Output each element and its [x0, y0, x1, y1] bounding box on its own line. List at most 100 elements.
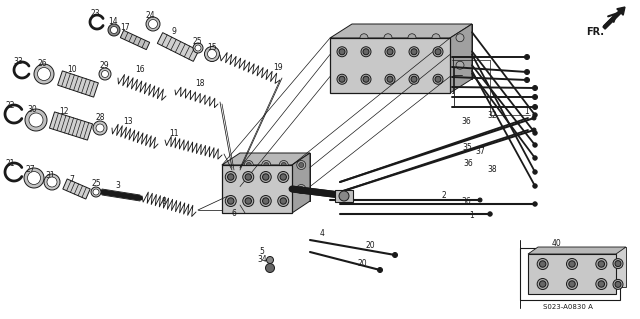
Bar [528, 254, 616, 294]
Text: 21: 21 [5, 160, 15, 168]
Circle shape [260, 196, 271, 206]
Text: 13: 13 [123, 117, 133, 127]
Circle shape [99, 68, 111, 80]
Text: 22: 22 [5, 101, 15, 110]
Circle shape [280, 198, 287, 204]
Text: 20: 20 [365, 241, 375, 250]
Text: S023-A0830 A: S023-A0830 A [543, 304, 593, 310]
Text: 36: 36 [463, 160, 473, 168]
Circle shape [532, 170, 537, 174]
Circle shape [411, 76, 417, 82]
Circle shape [281, 187, 286, 191]
Circle shape [246, 162, 252, 167]
Polygon shape [58, 71, 99, 97]
Text: 15: 15 [207, 43, 217, 53]
Circle shape [408, 61, 416, 69]
Circle shape [537, 278, 548, 290]
Bar [520, 248, 620, 300]
Text: 2: 2 [442, 191, 446, 201]
Text: 19: 19 [273, 63, 283, 72]
Circle shape [392, 253, 397, 257]
Circle shape [111, 26, 118, 33]
Text: 9: 9 [172, 26, 177, 35]
Circle shape [38, 68, 51, 80]
Circle shape [387, 76, 393, 82]
Circle shape [361, 74, 371, 84]
Circle shape [435, 49, 441, 55]
Circle shape [207, 49, 216, 58]
Text: 25: 25 [91, 180, 101, 189]
Circle shape [299, 187, 304, 191]
Text: 1: 1 [525, 108, 529, 116]
Circle shape [532, 94, 538, 100]
Circle shape [615, 281, 621, 287]
Text: 38: 38 [487, 166, 497, 174]
Circle shape [228, 198, 234, 204]
Text: 28: 28 [95, 114, 105, 122]
Polygon shape [49, 112, 93, 140]
Circle shape [411, 49, 417, 55]
Circle shape [279, 160, 288, 169]
Text: 14: 14 [108, 18, 118, 26]
Circle shape [262, 160, 271, 169]
Text: 3: 3 [116, 182, 120, 190]
Circle shape [363, 76, 369, 82]
Circle shape [146, 17, 160, 31]
Text: 6: 6 [232, 210, 236, 219]
Circle shape [532, 156, 537, 160]
Text: 25: 25 [192, 38, 202, 47]
Circle shape [225, 172, 236, 182]
Polygon shape [292, 153, 310, 213]
Circle shape [408, 34, 416, 42]
FancyArrow shape [603, 7, 625, 29]
Text: 29: 29 [99, 62, 109, 70]
Circle shape [246, 187, 252, 191]
Circle shape [337, 47, 347, 57]
Circle shape [93, 189, 99, 195]
Circle shape [540, 281, 546, 287]
Circle shape [260, 172, 271, 182]
Circle shape [532, 131, 537, 135]
Polygon shape [450, 24, 472, 93]
Circle shape [281, 162, 286, 167]
Circle shape [243, 196, 253, 206]
Circle shape [262, 174, 269, 180]
Circle shape [264, 187, 269, 191]
Polygon shape [157, 33, 198, 61]
Text: 34: 34 [257, 256, 267, 264]
Polygon shape [63, 179, 90, 199]
Circle shape [363, 49, 369, 55]
Text: 8: 8 [162, 197, 166, 206]
Circle shape [384, 61, 392, 69]
Circle shape [598, 281, 605, 287]
Circle shape [532, 85, 538, 91]
Circle shape [385, 74, 395, 84]
Circle shape [244, 160, 253, 169]
Circle shape [278, 172, 289, 182]
Circle shape [378, 268, 383, 272]
Circle shape [613, 279, 623, 289]
Circle shape [96, 124, 104, 132]
Polygon shape [538, 247, 626, 287]
Circle shape [205, 47, 220, 62]
Circle shape [297, 184, 306, 194]
Circle shape [613, 259, 623, 269]
Circle shape [266, 256, 273, 263]
Circle shape [409, 47, 419, 57]
Text: 35: 35 [462, 144, 472, 152]
Circle shape [29, 113, 43, 127]
Circle shape [569, 281, 575, 287]
Circle shape [47, 177, 57, 187]
Circle shape [262, 184, 271, 194]
Circle shape [243, 172, 253, 182]
Circle shape [360, 61, 368, 69]
Circle shape [596, 278, 607, 290]
Circle shape [385, 47, 395, 57]
Circle shape [532, 105, 538, 109]
Circle shape [44, 174, 60, 190]
Polygon shape [222, 153, 310, 165]
Circle shape [540, 261, 546, 267]
Text: 37: 37 [475, 147, 485, 157]
Text: FR.: FR. [586, 27, 604, 37]
Circle shape [228, 174, 234, 180]
